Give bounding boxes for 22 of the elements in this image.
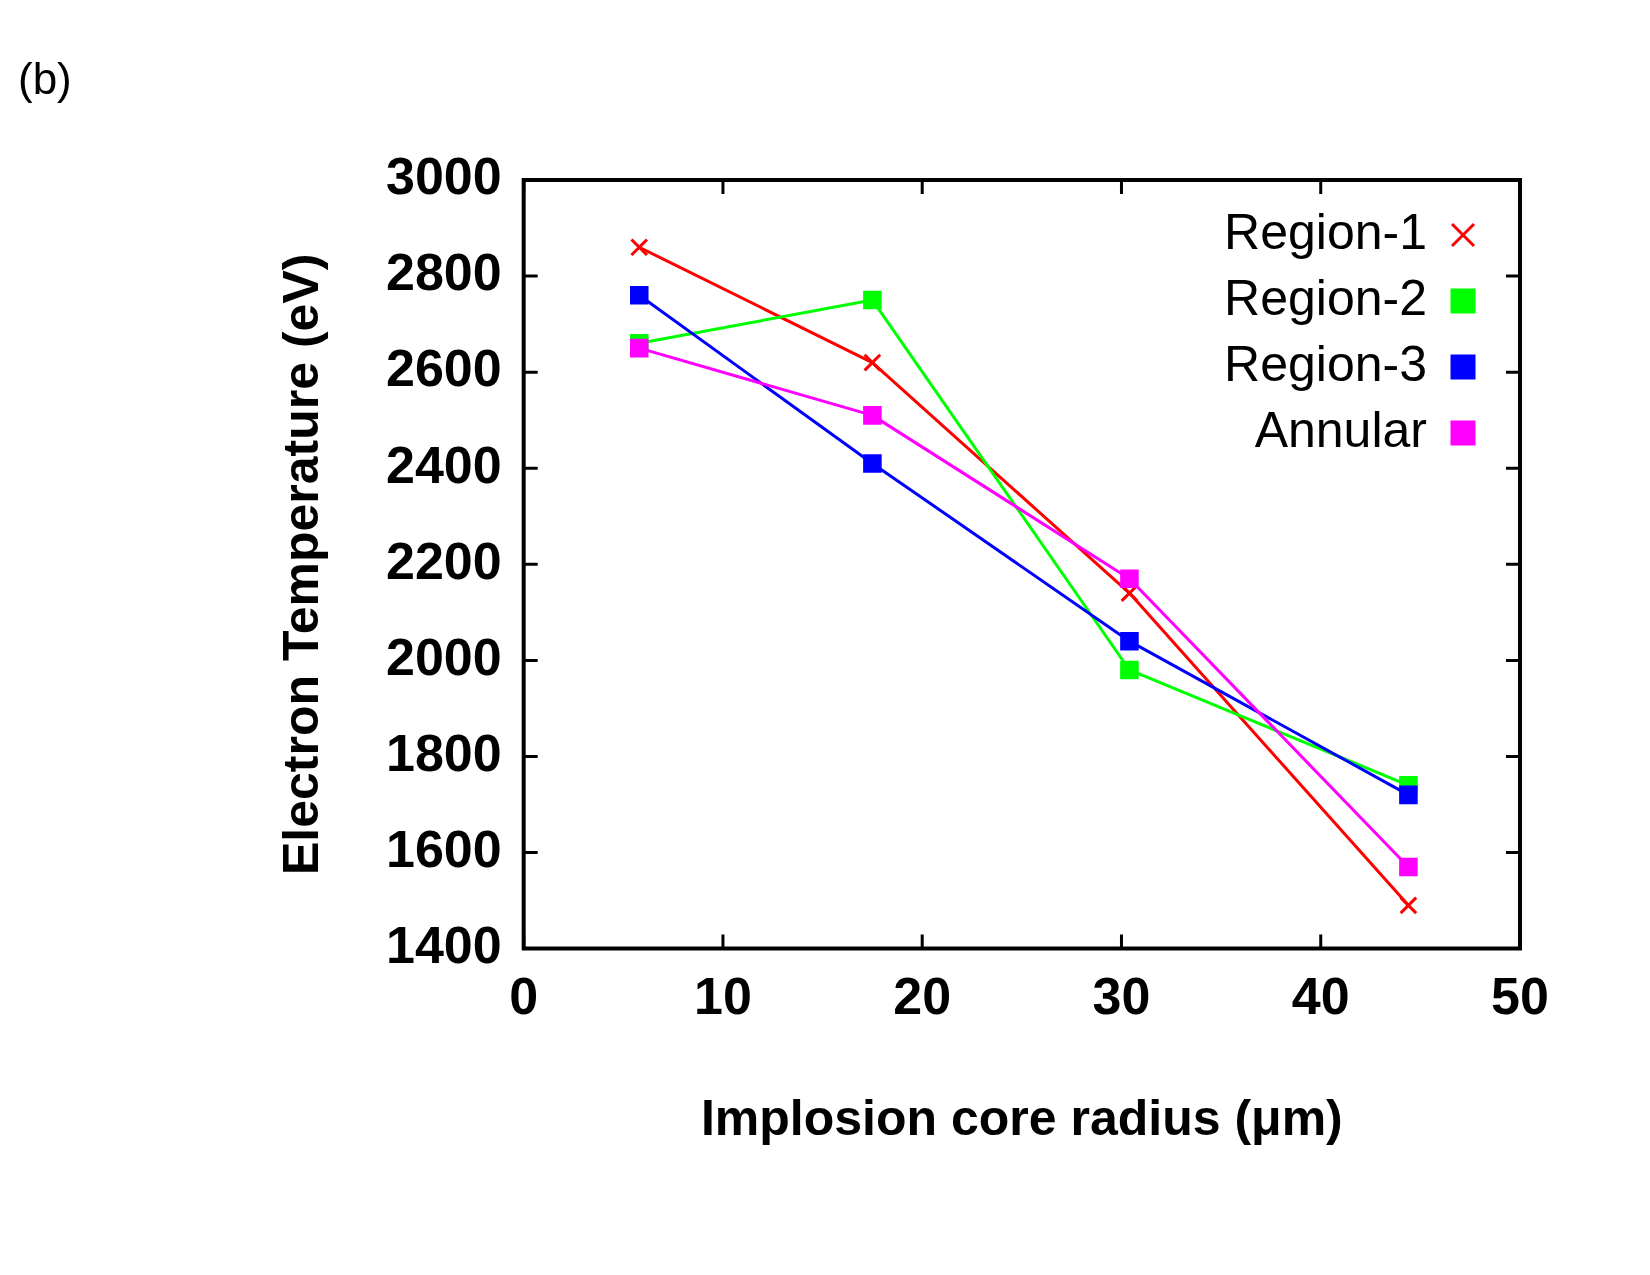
x-tick-label: 20 [893, 967, 952, 1026]
legend-label: Region-2 [1224, 269, 1427, 326]
y-tick-label: 1600 [385, 819, 502, 878]
y-axis-title: Electron Temperature (eV) [272, 253, 329, 876]
x-tick-label: 10 [694, 967, 752, 1026]
y-tick-label: 2400 [385, 435, 502, 494]
x-axis-title: Implosion core radius (μm) [700, 1089, 1343, 1146]
y-tick-label: 1400 [385, 915, 502, 974]
y-tick-label: 2800 [385, 243, 502, 302]
x-tick-label: 30 [1092, 967, 1151, 1026]
x-tick-label: 50 [1491, 967, 1549, 1026]
y-tick-label: 2000 [385, 627, 502, 686]
x-tick-label: 40 [1291, 967, 1350, 1026]
legend-label: Annular [1254, 401, 1427, 458]
y-tick-label: 2200 [385, 531, 502, 590]
text: (b) [18, 54, 72, 104]
x-tick-label: 0 [509, 967, 539, 1026]
legend-label: Region-1 [1224, 203, 1427, 260]
y-tick-label: 2600 [385, 339, 502, 398]
y-tick-label: 1800 [385, 723, 502, 782]
y-tick-label: 3000 [385, 147, 502, 206]
legend-label: Region-3 [1224, 335, 1427, 392]
